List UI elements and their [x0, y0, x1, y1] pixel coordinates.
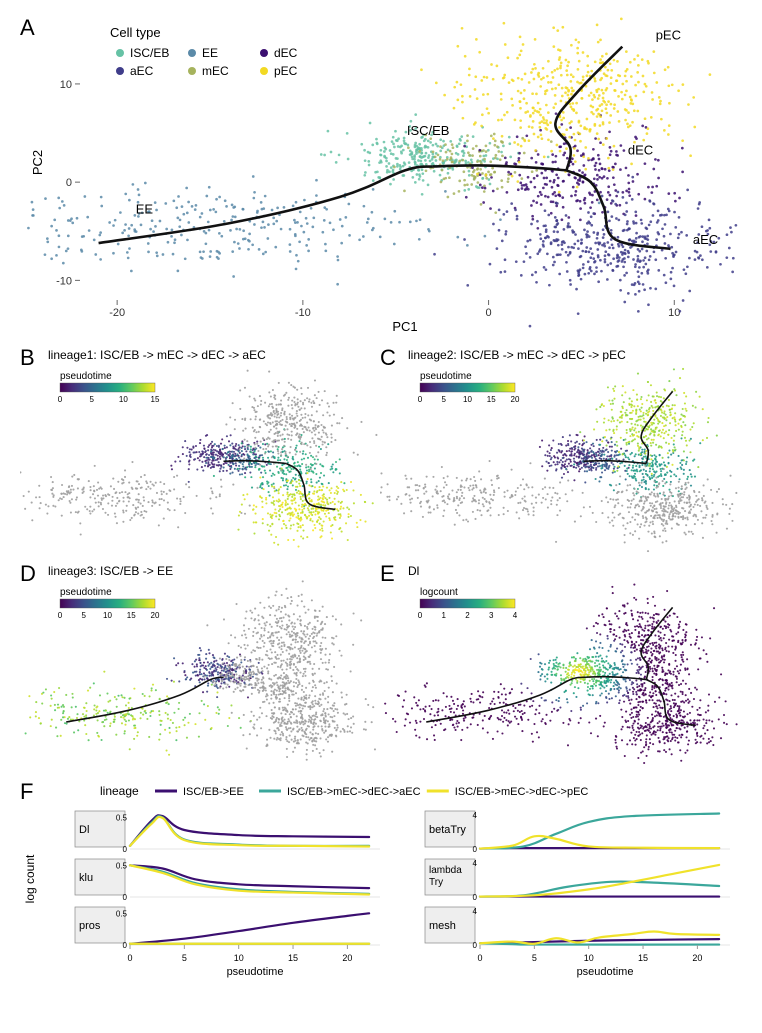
svg-text:EE: EE: [136, 202, 154, 217]
svg-text:pseudotime: pseudotime: [420, 371, 472, 382]
svg-text:pEC: pEC: [656, 28, 681, 43]
svg-text:Cell type: Cell type: [110, 25, 161, 40]
panel-c-svg: lineage2: ISC/EB -> mEC -> dEC -> pEC pse…: [380, 345, 740, 555]
panel-b-svg: lineage1: ISC/EB -> mEC -> dEC -> aEC pse…: [20, 345, 380, 555]
svg-text:dEC: dEC: [274, 46, 298, 60]
svg-text:5: 5: [89, 395, 94, 404]
svg-text:15: 15: [487, 395, 496, 404]
svg-text:PC1: PC1: [392, 319, 417, 334]
panel-b-label: B: [20, 345, 35, 371]
svg-text:0: 0: [58, 395, 63, 404]
svg-text:10: 10: [463, 395, 472, 404]
svg-text:10: 10: [60, 79, 72, 91]
panel-a: A -20 -10 0 10 -10 0 10 PC1 PC2 EE ISC/EB pEC dEC aEC…: [20, 15, 740, 335]
svg-text:-10: -10: [56, 275, 72, 287]
svg-text:ISC/EB: ISC/EB: [407, 123, 450, 138]
svg-text:lineage1: ISC/EB -> mEC -> dEC: lineage1: ISC/EB -> mEC -> dEC -> aEC: [48, 348, 266, 362]
svg-text:5: 5: [442, 395, 447, 404]
svg-text:10: 10: [103, 611, 112, 620]
svg-text:10: 10: [119, 395, 128, 404]
svg-text:0: 0: [486, 307, 492, 319]
panel-f-svg: lineageISC/EB->EEISC/EB->mEC->dEC->aECIS…: [20, 779, 740, 1009]
svg-text:20: 20: [511, 395, 520, 404]
panel-e-svg: Dllogcount01234: [380, 561, 740, 771]
svg-text:0: 0: [66, 177, 72, 189]
panel-d: D lineage3: ISC/EB -> EE pseudotime 0 5 10 15…: [20, 561, 380, 771]
panel-c-label: C: [380, 345, 396, 371]
svg-text:aEC: aEC: [130, 64, 154, 78]
panel-b: B lineage1: ISC/EB -> mEC -> dEC -> aEC p…: [20, 345, 380, 555]
panel-a-svg: -20 -10 0 10 -10 0 10 PC1 PC2 EE ISC/EB pEC dEC aEC Ce…: [20, 15, 740, 335]
svg-text:15: 15: [127, 611, 136, 620]
svg-text:ISC/EB: ISC/EB: [130, 46, 169, 60]
svg-text:0: 0: [418, 395, 423, 404]
svg-text:10: 10: [668, 307, 680, 319]
svg-text:-10: -10: [295, 307, 311, 319]
svg-text:dEC: dEC: [628, 143, 653, 158]
svg-text:aEC: aEC: [693, 232, 718, 247]
panel-a-label: A: [20, 15, 35, 41]
panel-c: C lineage2: ISC/EB -> mEC -> dEC -> pEC p…: [380, 345, 740, 555]
svg-text:PC2: PC2: [30, 150, 45, 175]
svg-text:mEC: mEC: [202, 64, 229, 78]
panel-f-label: F: [20, 779, 33, 805]
svg-text:15: 15: [151, 395, 160, 404]
panel-e-label: E: [380, 561, 395, 587]
svg-text:pseudotime: pseudotime: [60, 371, 112, 382]
svg-text:EE: EE: [202, 46, 218, 60]
small-panels-grid: B lineage1: ISC/EB -> mEC -> dEC -> aEC p…: [20, 345, 740, 771]
panel-d-label: D: [20, 561, 36, 587]
svg-text:0: 0: [58, 611, 63, 620]
panel-e: E Dllogcount01234: [380, 561, 740, 771]
panel-f: F lineageISC/EB->EEISC/EB->mEC->dEC->aEC…: [20, 779, 740, 1009]
svg-text:5: 5: [82, 611, 87, 620]
svg-text:pseudotime: pseudotime: [60, 587, 112, 598]
svg-text:lineage2: ISC/EB -> mEC -> dEC: lineage2: ISC/EB -> mEC -> dEC -> pEC: [408, 348, 626, 362]
svg-text:20: 20: [151, 611, 160, 620]
svg-text:-20: -20: [109, 307, 125, 319]
svg-text:pEC: pEC: [274, 64, 298, 78]
svg-text:lineage3: ISC/EB -> EE: lineage3: ISC/EB -> EE: [48, 564, 173, 578]
panel-d-svg: lineage3: ISC/EB -> EE pseudotime 0 5 10 15 20: [20, 561, 380, 771]
